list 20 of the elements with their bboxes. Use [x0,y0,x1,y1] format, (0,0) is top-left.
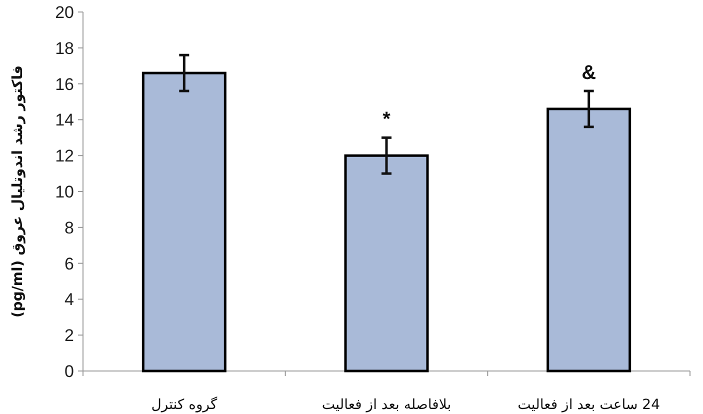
x-tick-label: بلافاصله بعد از فعالیت [322,397,452,413]
y-tick-label: 20 [55,3,74,22]
y-tick-label: 4 [64,290,74,310]
y-tick-label: 2 [64,326,74,346]
x-tick-label: 24 ساعت بعد از فعالیت [518,397,660,413]
y-tick-label: 6 [64,254,74,274]
bar [546,108,632,372]
y-tick-label: 14 [55,110,74,130]
y-tick-label: 16 [55,74,74,94]
annotation: * [382,108,391,131]
bar [142,72,226,372]
y-tick-label: 8 [64,218,74,238]
annotation: & [582,62,596,84]
y-tick-label: 12 [55,146,74,166]
x-tick-label: گروه کنترل [151,396,218,413]
y-axis-title: فاکتور رشد اندوتلیال عروق (pg/ml) [10,65,26,318]
bar [344,154,429,372]
y-tick-label: 0 [64,362,74,381]
y-tick-label: 18 [55,38,74,58]
y-tick-label: 10 [55,182,74,202]
